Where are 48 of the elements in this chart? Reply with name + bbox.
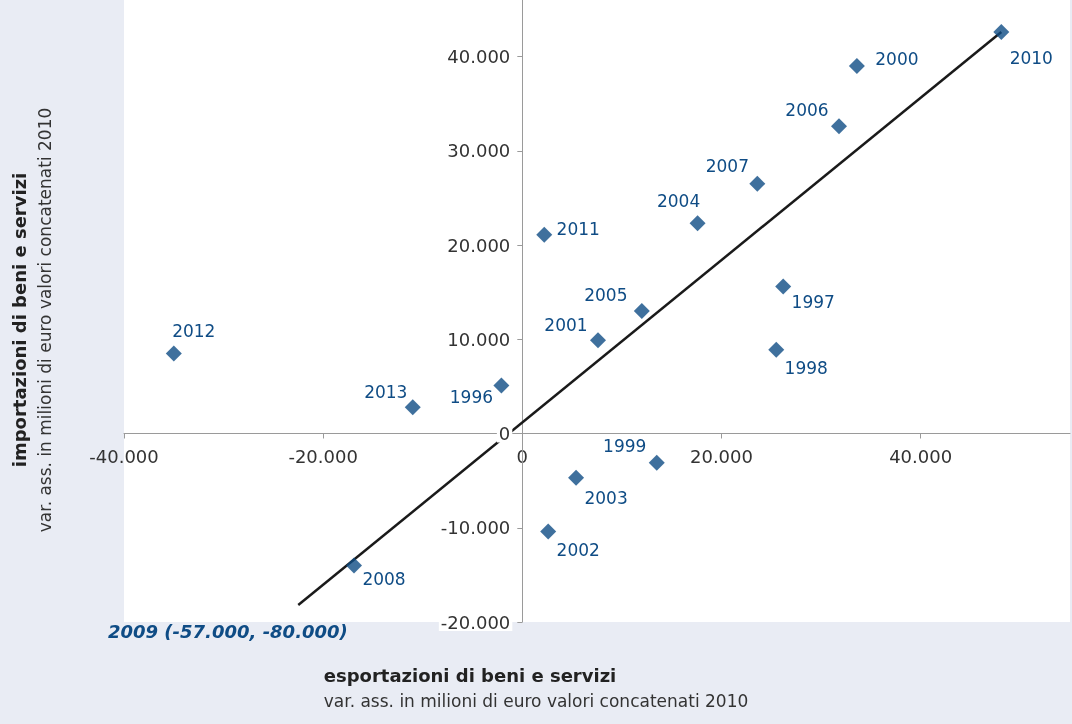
point xyxy=(633,303,650,319)
annotation: 2001 xyxy=(544,315,588,336)
y-tick-label: -10.000 xyxy=(440,517,511,539)
x-tick-label: 20.000 xyxy=(689,446,753,468)
annotation: 2002 xyxy=(556,539,600,560)
annotation: 2005 xyxy=(584,285,628,305)
point xyxy=(540,523,557,540)
annotation: 2003 xyxy=(584,487,628,508)
y-tick-label: 10.000 xyxy=(447,328,511,350)
point xyxy=(568,469,585,486)
point xyxy=(536,226,553,243)
point xyxy=(648,454,665,471)
point xyxy=(493,377,510,394)
annotation: 1998 xyxy=(784,357,828,378)
y-tick-label: 30.000 xyxy=(447,140,511,162)
annotation: 2006 xyxy=(785,100,829,121)
annotation: 2013 xyxy=(364,382,408,403)
y-tick-label: 0 xyxy=(498,423,511,445)
annotation: 2012 xyxy=(172,321,216,342)
y-tick-label: -20.000 xyxy=(440,611,511,633)
x-tick-label: -40.000 xyxy=(89,446,159,468)
point xyxy=(404,399,421,416)
x-axis-title: esportazioni di beni e servizi var. ass. in milioni di euro valori concatenati 2010 xyxy=(323,664,749,711)
point xyxy=(590,332,606,349)
y-tick-label: 40.000 xyxy=(447,46,511,68)
point xyxy=(830,118,847,135)
point xyxy=(848,57,865,74)
annotation: 2000 xyxy=(875,48,919,69)
annotation: 1997 xyxy=(791,292,835,313)
annotation: 2007 xyxy=(705,155,749,176)
point xyxy=(749,175,766,192)
annotation: 2010 xyxy=(1009,48,1053,69)
annotation: 2011 xyxy=(556,218,600,239)
point xyxy=(775,278,792,295)
x-tick-label: 40.000 xyxy=(889,446,953,468)
point xyxy=(993,24,1010,41)
annotation: 2004 xyxy=(656,191,701,212)
annotation: 1996 xyxy=(449,387,494,408)
point xyxy=(689,215,706,232)
point xyxy=(165,345,182,362)
y-axis-title: importazioni di beni e servizi var. ass. in milioni di euro valori concatenati 2010 xyxy=(8,107,55,533)
y-tick-label: 20.000 xyxy=(447,234,511,256)
x-tick-label: -20.000 xyxy=(288,446,358,468)
point xyxy=(346,557,363,574)
point xyxy=(768,341,785,358)
annotation: 1999 xyxy=(603,435,647,456)
annotation: 2009 (-57.000, -80.000) xyxy=(108,620,348,642)
annotation: 2008 xyxy=(362,569,406,590)
